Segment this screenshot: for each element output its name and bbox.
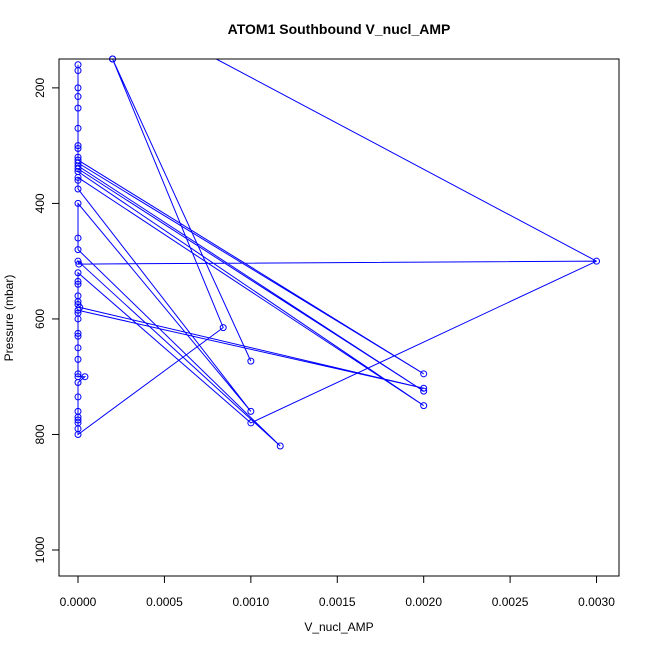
y-tick-label: 600 [33, 309, 47, 329]
y-tick-label: 1000 [33, 536, 47, 563]
data-point [74, 430, 82, 438]
data-point [74, 306, 82, 314]
data-point [74, 280, 82, 288]
data-point [420, 387, 428, 395]
data-point [75, 260, 83, 268]
x-tick-label: 0.0030 [578, 595, 615, 609]
data-point [74, 176, 82, 184]
x-tick-label: 0.0020 [405, 595, 442, 609]
x-tick-label: 0.0015 [319, 595, 356, 609]
data-point [74, 257, 82, 265]
data-point [74, 269, 82, 277]
x-tick-label: 0.0010 [233, 595, 270, 609]
y-tick-label: 800 [33, 424, 47, 444]
data-point [74, 329, 82, 337]
x-tick-label: 0.0025 [492, 595, 529, 609]
data-point [74, 370, 82, 378]
data-point [74, 173, 82, 181]
data-point [74, 124, 82, 132]
data-point [74, 344, 82, 352]
y-tick-label: 200 [33, 78, 47, 98]
data-point [74, 234, 82, 242]
data-point [420, 384, 428, 392]
data-point [74, 332, 82, 340]
x-tick-label: 0.0000 [60, 595, 97, 609]
data-point [74, 93, 82, 101]
data-point [74, 145, 82, 153]
chart-title: ATOM1 Southbound V_nucl_AMP [228, 21, 451, 37]
data-point [74, 165, 82, 173]
data-point [74, 199, 82, 207]
data-point [247, 407, 255, 415]
data-point [74, 185, 82, 193]
series-layer [77, 59, 597, 447]
data-point [420, 370, 428, 378]
points-layer [74, 55, 601, 450]
data-point [247, 357, 255, 365]
x-tick-label: 0.0005 [146, 595, 183, 609]
y-axis: 200 400 600 800 1000 [33, 78, 60, 563]
data-point [74, 315, 82, 323]
data-point [74, 104, 82, 112]
data-point [247, 419, 255, 427]
data-point [74, 67, 82, 75]
plot-frame [58, 58, 620, 577]
data-point [74, 84, 82, 92]
data-point [219, 324, 227, 332]
data-point [74, 246, 82, 254]
series-line [77, 59, 597, 447]
y-axis-label: Pressure (mbar) [2, 275, 16, 362]
data-point [74, 277, 82, 285]
data-point [74, 142, 82, 150]
data-point [420, 402, 428, 410]
data-point [74, 355, 82, 363]
data-point [74, 378, 82, 386]
data-point [276, 442, 284, 450]
x-axis: 0.0000 0.0005 0.0010 0.0015 0.0020 0.0025 0.00… [60, 575, 615, 609]
data-point [74, 393, 82, 401]
y-tick-label: 400 [33, 193, 47, 213]
data-point [593, 257, 601, 265]
data-point [74, 416, 82, 424]
x-axis-label: V_nucl_AMP [304, 620, 373, 634]
series-segment [216, 59, 597, 262]
data-point [81, 373, 89, 381]
